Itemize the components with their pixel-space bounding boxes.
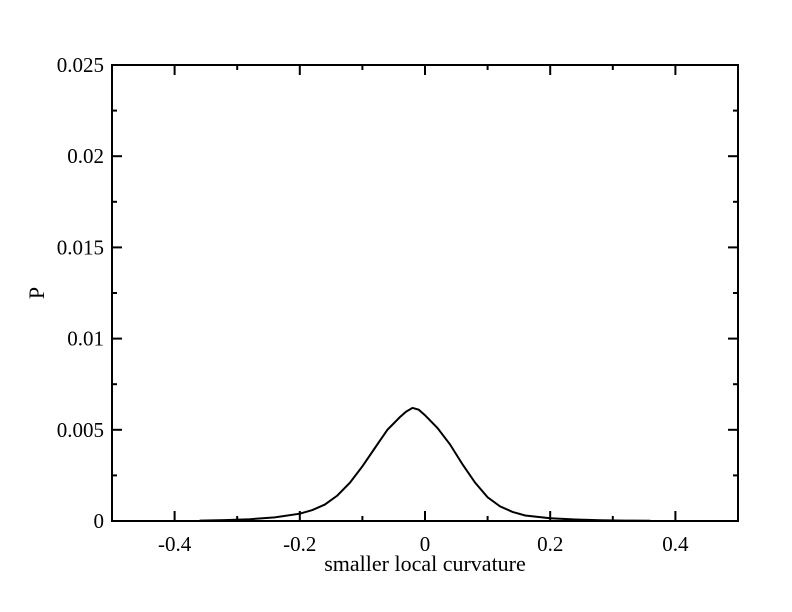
x-tick-label: 0 <box>420 532 431 556</box>
y-tick-label: 0.02 <box>67 144 104 168</box>
ticks <box>111 64 739 522</box>
x-tick-label: 0.2 <box>537 532 563 556</box>
y-tick-label: 0.025 <box>57 53 104 77</box>
y-tick-label: 0 <box>94 509 105 533</box>
x-tick-label: -0.4 <box>158 532 192 556</box>
x-tick-label: 0.4 <box>662 532 689 556</box>
y-tick-label: 0.015 <box>57 235 104 259</box>
tick-labels: -0.4 -0.2 0 0.2 0.4 0 0.005 0.01 0.015 0.02 0.025 <box>57 53 689 556</box>
plot-frame <box>111 64 739 522</box>
y-axis-label: P <box>24 287 49 299</box>
x-tick-label: -0.2 <box>283 532 316 556</box>
series-line <box>199 406 651 522</box>
y-tick-label: 0.005 <box>57 418 104 442</box>
y-tick-label: 0.01 <box>67 327 104 351</box>
x-axis-label: smaller local curvature <box>324 551 526 576</box>
